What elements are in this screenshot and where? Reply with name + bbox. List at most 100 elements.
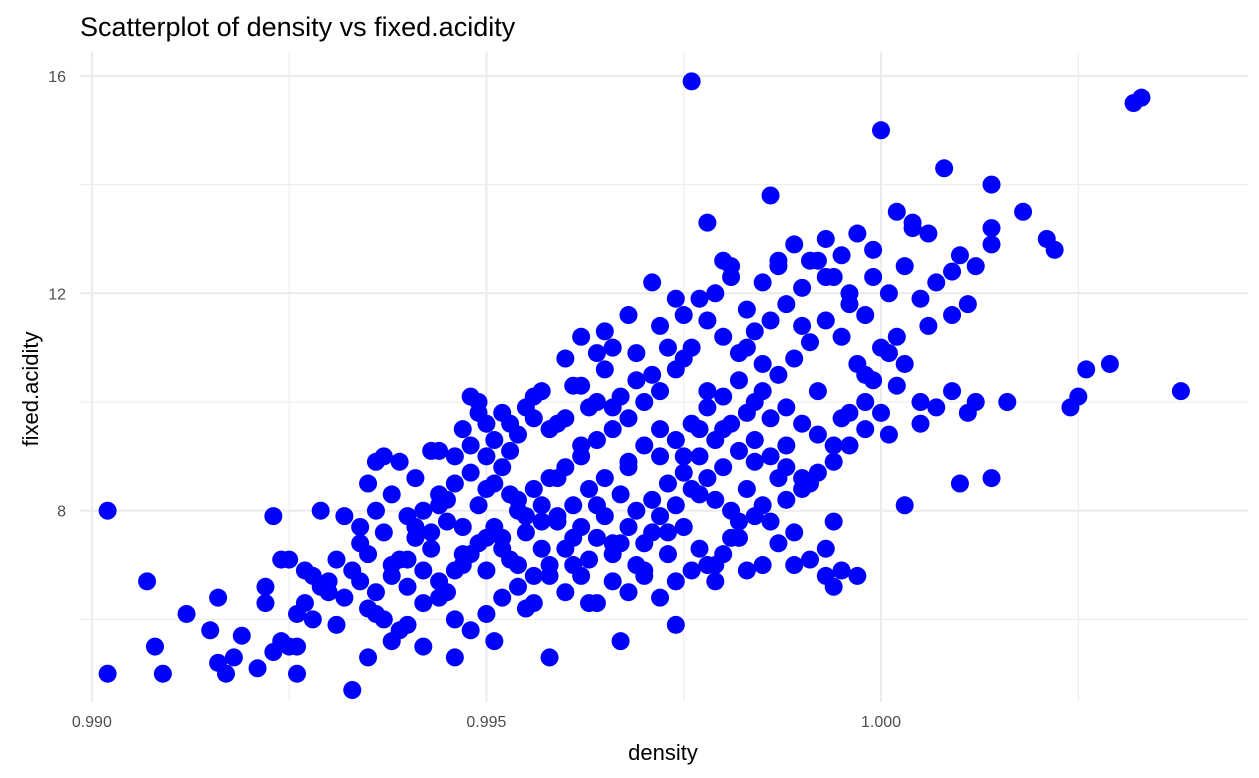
data-point xyxy=(461,436,480,455)
data-point xyxy=(777,490,796,509)
data-point xyxy=(674,349,693,368)
data-point xyxy=(595,469,614,488)
data-point xyxy=(801,333,819,352)
data-point xyxy=(469,393,488,411)
data-point xyxy=(406,528,425,547)
data-point xyxy=(982,219,1001,238)
data-point xyxy=(816,566,835,585)
data-point xyxy=(556,583,575,602)
x-tick-label: 0.990 xyxy=(72,714,112,731)
data-point xyxy=(714,458,733,477)
data-point xyxy=(627,344,646,363)
data-point xyxy=(911,289,930,308)
data-point xyxy=(556,539,575,558)
data-point xyxy=(532,512,551,531)
data-point xyxy=(745,322,764,341)
data-point xyxy=(737,561,756,580)
data-point xyxy=(824,268,843,286)
data-point xyxy=(958,295,977,314)
data-point xyxy=(587,594,606,613)
data-point xyxy=(501,441,520,460)
data-point xyxy=(651,447,670,466)
data-point xyxy=(848,224,867,243)
data-point xyxy=(651,420,670,439)
data-point xyxy=(714,545,733,564)
data-point xyxy=(824,452,843,471)
data-point xyxy=(572,327,591,346)
data-point xyxy=(374,447,393,466)
data-point xyxy=(777,436,796,455)
data-point xyxy=(753,273,772,292)
data-point xyxy=(808,425,827,444)
data-point xyxy=(785,556,804,575)
data-point xyxy=(201,621,220,640)
data-point xyxy=(548,507,567,526)
data-point xyxy=(366,604,385,623)
data-point xyxy=(414,637,433,656)
data-point xyxy=(651,316,670,335)
data-point xyxy=(374,523,393,542)
data-point xyxy=(619,409,638,428)
data-point xyxy=(674,518,693,536)
data-point xyxy=(217,664,235,683)
data-point xyxy=(603,420,622,439)
data-point xyxy=(619,452,638,471)
data-point xyxy=(769,365,788,384)
data-point xyxy=(595,322,614,341)
data-point xyxy=(651,588,670,607)
data-point xyxy=(524,594,543,613)
data-point xyxy=(430,588,449,607)
data-point xyxy=(1014,202,1033,221)
data-point xyxy=(737,479,756,498)
data-point xyxy=(572,566,591,585)
data-point xyxy=(366,501,385,520)
data-point xyxy=(540,648,559,667)
data-point xyxy=(445,610,464,629)
x-tick-label: 0.995 xyxy=(466,714,506,731)
y-axis-title: fixed.acidity xyxy=(18,332,43,447)
data-point xyxy=(595,507,614,526)
data-point xyxy=(982,175,1001,194)
data-point xyxy=(879,284,898,303)
data-point xyxy=(698,469,717,488)
data-point xyxy=(666,289,685,308)
data-point xyxy=(674,447,693,466)
data-point xyxy=(793,278,812,297)
data-point xyxy=(603,545,622,564)
data-point xyxy=(224,648,243,667)
data-point xyxy=(461,621,480,640)
data-point xyxy=(706,284,725,303)
data-point xyxy=(666,572,685,591)
data-point xyxy=(1069,387,1088,406)
data-point xyxy=(808,463,827,482)
data-point xyxy=(832,327,851,346)
data-point xyxy=(319,572,338,591)
y-tick-label: 16 xyxy=(48,69,66,86)
data-point xyxy=(698,213,717,232)
data-point xyxy=(998,393,1017,411)
data-point xyxy=(430,572,449,591)
data-point xyxy=(248,659,267,678)
data-point xyxy=(311,501,330,520)
data-point xyxy=(422,523,441,542)
data-point xyxy=(398,615,417,634)
data-point xyxy=(366,583,385,602)
data-point xyxy=(864,240,883,259)
data-point xyxy=(832,561,851,580)
data-point xyxy=(509,556,527,575)
data-point xyxy=(879,425,898,444)
data-point xyxy=(769,257,788,276)
data-point xyxy=(264,507,283,526)
data-point xyxy=(714,327,733,346)
data-point xyxy=(564,496,583,515)
data-point xyxy=(943,262,962,281)
data-point xyxy=(414,594,433,613)
data-point xyxy=(611,485,630,504)
data-point xyxy=(761,186,780,205)
data-point xyxy=(911,393,930,411)
data-point xyxy=(848,566,867,585)
data-point xyxy=(524,566,543,585)
data-point xyxy=(382,566,401,585)
data-point xyxy=(398,577,417,596)
